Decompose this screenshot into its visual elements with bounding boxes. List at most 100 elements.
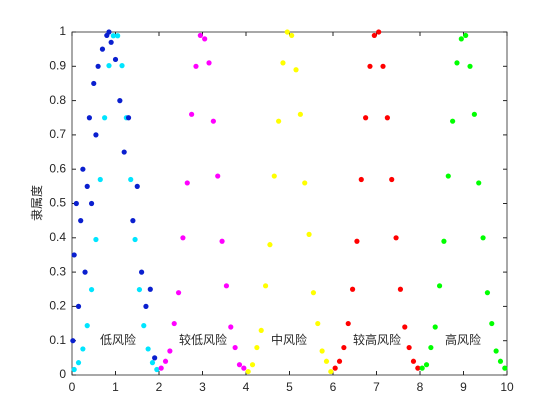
point [358, 176, 364, 183]
point [406, 344, 412, 351]
x-tick-label: 5 [286, 380, 293, 394]
point [376, 29, 382, 35]
point [262, 283, 269, 289]
point [193, 63, 199, 69]
point [154, 366, 160, 373]
point [145, 346, 151, 352]
point [393, 235, 399, 241]
point [88, 286, 95, 293]
point [315, 320, 321, 327]
point [75, 303, 82, 309]
x-tick-label: 1 [112, 380, 119, 394]
point [106, 63, 112, 69]
point [71, 366, 77, 373]
y-tick-label: 0.9 [49, 58, 66, 72]
x-tick-label: 3 [199, 380, 206, 394]
point [445, 173, 451, 179]
point [99, 46, 106, 52]
y-axis-label: 隶属度 [29, 185, 44, 221]
point [289, 32, 295, 39]
point [254, 344, 260, 351]
point [119, 63, 125, 69]
annotation: 中风险 [271, 332, 307, 347]
point [171, 320, 177, 327]
point [110, 33, 116, 39]
point [102, 115, 108, 121]
point [319, 348, 325, 354]
point [184, 180, 190, 186]
y-tick-label: 0.4 [49, 230, 66, 244]
point [108, 39, 114, 45]
point [228, 324, 234, 330]
x-tick-label: 4 [243, 380, 250, 394]
point [152, 355, 158, 361]
point [141, 323, 147, 329]
x-tick-label: 7 [373, 380, 380, 394]
point [86, 115, 92, 121]
point [88, 200, 95, 207]
point [450, 118, 456, 124]
point [454, 60, 460, 66]
point [134, 183, 140, 189]
point [380, 63, 386, 69]
point [419, 365, 425, 371]
point [332, 365, 338, 371]
point [458, 36, 464, 42]
point [75, 360, 82, 366]
annotation: 低风险 [100, 332, 136, 347]
point [71, 252, 77, 258]
point [136, 286, 143, 293]
point [336, 358, 343, 364]
point [130, 218, 136, 224]
point [202, 36, 208, 42]
point [215, 173, 221, 179]
point [480, 235, 486, 241]
point [389, 176, 395, 183]
point [132, 236, 138, 243]
y-tick-label: 0.5 [49, 196, 66, 210]
point [82, 269, 88, 275]
annotation: 较低风险 [179, 332, 227, 347]
point [297, 111, 303, 117]
point [245, 368, 251, 375]
point [341, 344, 347, 351]
point [236, 362, 243, 368]
point [471, 111, 477, 117]
point [219, 238, 225, 244]
point [162, 358, 169, 364]
point [106, 29, 112, 35]
point [345, 320, 351, 327]
point [139, 269, 145, 275]
point [249, 362, 256, 368]
y-tick-label: 0.8 [49, 93, 66, 107]
point [323, 358, 330, 364]
y-tick-label: 0 [59, 367, 66, 381]
point [371, 32, 377, 39]
point [93, 132, 99, 138]
y-tick-label: 1 [59, 24, 66, 38]
point [402, 324, 408, 330]
point [415, 365, 421, 371]
point [267, 242, 273, 248]
point [258, 327, 264, 334]
y-tick-label: 0.6 [49, 161, 66, 175]
point [80, 346, 86, 352]
point [384, 115, 390, 121]
point [349, 286, 356, 292]
point [121, 149, 127, 155]
point [128, 176, 134, 183]
point [232, 344, 238, 351]
point [158, 365, 164, 371]
point [310, 290, 317, 296]
x-tick-label: 0 [69, 380, 76, 394]
y-tick-label: 0.1 [49, 333, 66, 347]
point [175, 290, 182, 296]
point [84, 183, 90, 189]
point [463, 32, 469, 39]
point [197, 32, 203, 39]
point [484, 290, 491, 296]
point [84, 323, 90, 329]
point [436, 283, 443, 289]
point [354, 238, 360, 244]
point [91, 80, 97, 87]
